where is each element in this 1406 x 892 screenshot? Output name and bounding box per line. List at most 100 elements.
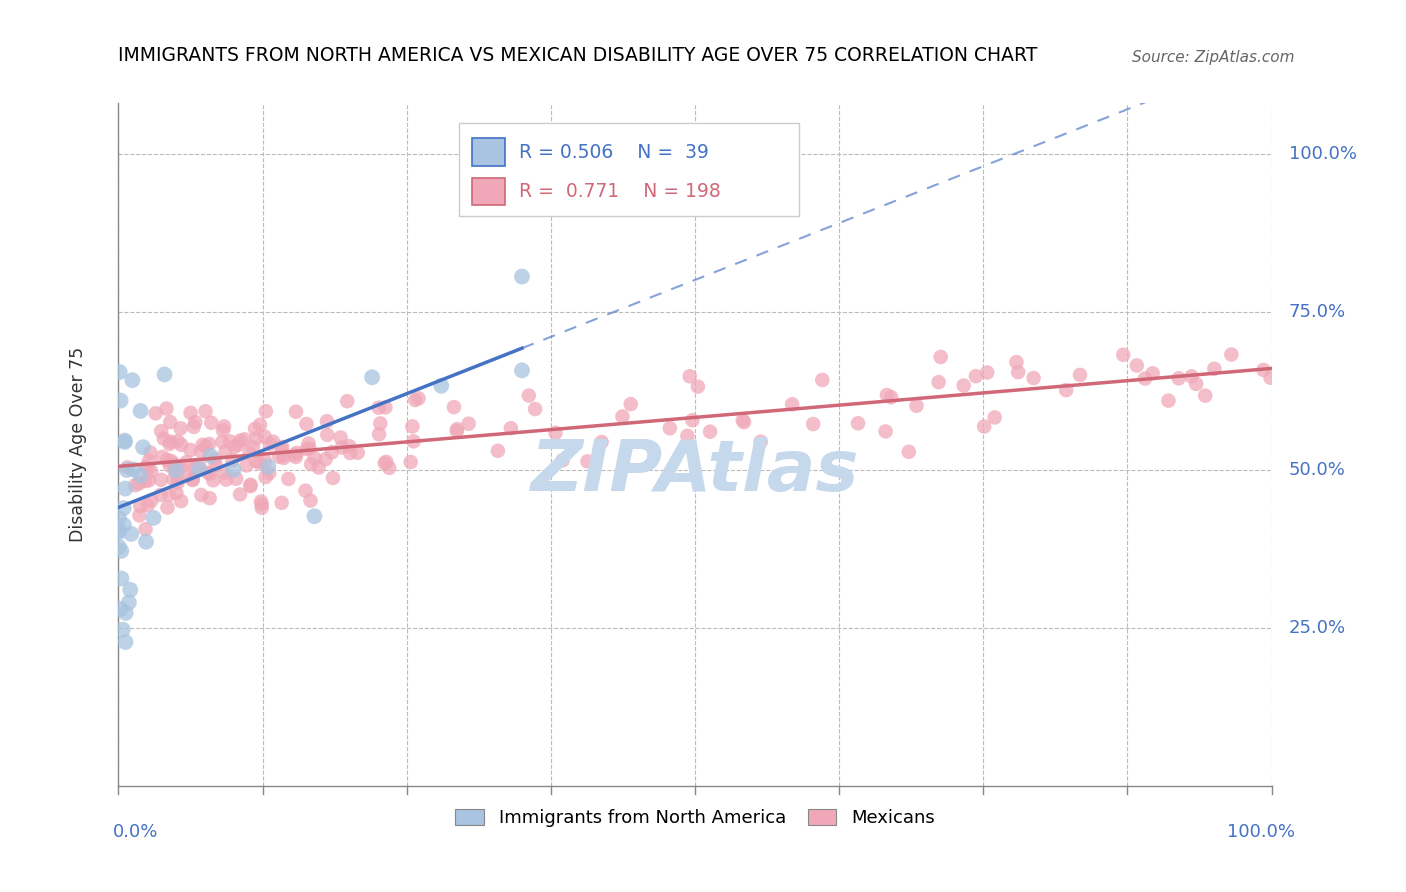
Point xyxy=(1005,355,1028,369)
Point xyxy=(1194,389,1216,403)
Point xyxy=(299,457,322,471)
Point xyxy=(1253,363,1275,377)
Point xyxy=(215,473,238,487)
Point xyxy=(204,451,226,466)
Point xyxy=(368,417,391,431)
Point xyxy=(905,399,928,413)
Point xyxy=(271,440,294,454)
Point xyxy=(322,471,344,485)
Point xyxy=(190,444,212,458)
Point xyxy=(219,434,242,449)
Point xyxy=(108,511,131,525)
Point xyxy=(117,460,139,475)
Point xyxy=(165,463,187,477)
Point xyxy=(114,434,136,449)
Point xyxy=(166,470,188,484)
Point xyxy=(181,472,204,486)
Point xyxy=(591,435,613,450)
Point xyxy=(129,404,152,418)
Point xyxy=(200,449,222,463)
Point xyxy=(544,425,567,440)
Point xyxy=(367,401,389,415)
Point xyxy=(294,483,316,498)
Point xyxy=(165,485,187,500)
Point xyxy=(245,432,267,446)
Point xyxy=(876,388,898,402)
Point xyxy=(111,623,134,637)
Point xyxy=(159,458,181,473)
Point xyxy=(245,454,267,468)
Point xyxy=(1157,393,1180,408)
Text: 25.0%: 25.0% xyxy=(1289,618,1346,637)
Point xyxy=(250,494,273,508)
Point xyxy=(374,456,396,470)
Point xyxy=(235,458,257,473)
Point xyxy=(108,524,131,538)
Point xyxy=(329,430,352,444)
Point xyxy=(229,487,252,501)
Point xyxy=(233,432,256,446)
Point xyxy=(1126,359,1149,373)
Point xyxy=(212,423,235,437)
Point xyxy=(204,458,226,472)
Point xyxy=(121,373,143,387)
Point xyxy=(110,602,132,616)
Point xyxy=(316,428,339,442)
Point xyxy=(1142,367,1164,381)
Point xyxy=(183,461,205,475)
Point xyxy=(221,453,243,467)
Point xyxy=(269,450,291,464)
Point xyxy=(162,472,184,486)
Text: IMMIGRANTS FROM NORTH AMERICA VS MEXICAN DISABILITY AGE OVER 75 CORRELATION CHAR: IMMIGRANTS FROM NORTH AMERICA VS MEXICAN… xyxy=(118,46,1038,65)
Point xyxy=(686,379,709,393)
Point xyxy=(198,491,221,506)
Point xyxy=(510,269,533,284)
Point xyxy=(228,437,250,451)
Point xyxy=(846,417,869,431)
Point xyxy=(551,453,574,467)
Point xyxy=(321,445,343,459)
Point xyxy=(295,442,318,457)
Point xyxy=(339,446,361,460)
Point xyxy=(1133,371,1156,385)
Point xyxy=(191,438,214,452)
Point xyxy=(259,437,281,451)
Point xyxy=(129,468,152,483)
Point xyxy=(112,518,135,533)
Point xyxy=(315,452,337,467)
Point xyxy=(120,582,142,597)
Text: ZIPAtlas: ZIPAtlas xyxy=(530,437,859,506)
Point xyxy=(658,421,681,435)
Text: R =  0.771    N = 198: R = 0.771 N = 198 xyxy=(519,182,720,202)
Point xyxy=(169,421,191,435)
Point xyxy=(273,448,295,462)
Point xyxy=(150,473,173,487)
Point xyxy=(135,459,157,474)
Text: 100.0%: 100.0% xyxy=(1289,145,1357,162)
Point xyxy=(681,413,703,427)
Text: 50.0%: 50.0% xyxy=(1289,460,1346,478)
Text: 100.0%: 100.0% xyxy=(1226,823,1295,841)
Point xyxy=(139,445,162,459)
Point xyxy=(132,440,155,454)
Point xyxy=(118,595,141,609)
Point xyxy=(401,419,423,434)
Legend: Immigrants from North America, Mexicans: Immigrants from North America, Mexicans xyxy=(449,802,942,835)
Point xyxy=(124,478,146,492)
Point xyxy=(249,417,271,432)
Point xyxy=(149,488,172,502)
Point xyxy=(250,500,273,515)
Point xyxy=(699,425,721,439)
Point xyxy=(443,400,465,414)
Point xyxy=(676,429,699,443)
Point xyxy=(285,405,308,419)
Point xyxy=(128,508,150,523)
Point xyxy=(510,363,533,377)
Point xyxy=(973,419,995,434)
Point xyxy=(517,388,540,402)
Point xyxy=(965,369,987,384)
Point xyxy=(200,416,222,430)
Point xyxy=(110,572,132,586)
Point xyxy=(170,494,193,508)
Point xyxy=(108,540,131,554)
